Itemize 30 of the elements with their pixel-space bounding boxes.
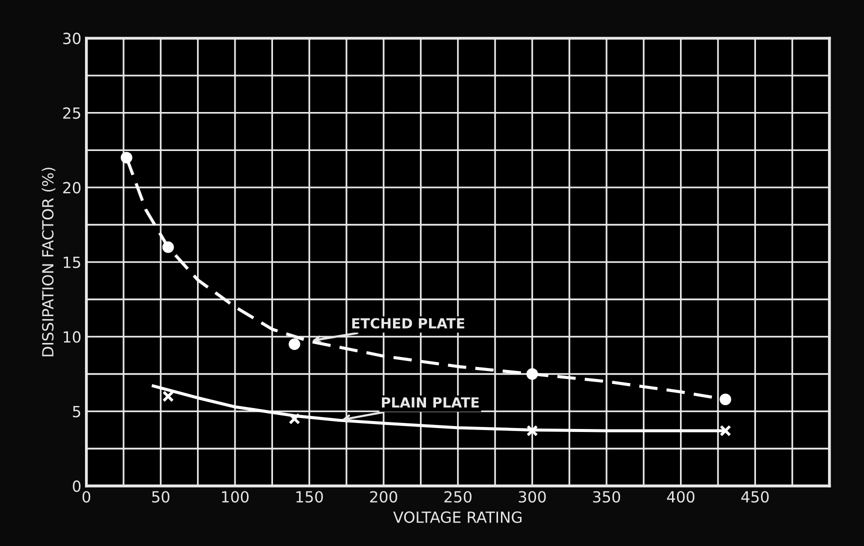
x-tick-label: 100 [222, 491, 249, 503]
point [120, 152, 132, 164]
annotation: PLAIN PLATE [382, 397, 479, 408]
x-tick-label: 300 [518, 491, 546, 503]
y-tick-label: 0 [72, 480, 81, 492]
point [162, 390, 174, 402]
x-axis-title: VOLTAGE RATING [393, 511, 522, 523]
y-tick-label: 15 [64, 256, 80, 268]
x-tick-label: 150 [296, 491, 323, 503]
x-tick-label: 0 [82, 491, 90, 503]
y-axis-title: DISSIPATION FACTOR (%) [42, 168, 56, 356]
x-tick-label: 50 [152, 491, 170, 503]
point [720, 394, 732, 406]
x-tick-label: 200 [370, 491, 398, 503]
y-tick-label: 30 [63, 32, 81, 44]
point [720, 424, 732, 437]
annotation: ETCHED PLATE [352, 318, 464, 329]
point [288, 413, 300, 425]
x-tick-label: 250 [444, 491, 472, 503]
x-tick-label: 400 [667, 491, 694, 503]
y-tick-label: 10 [64, 331, 81, 343]
y-tick-label: 25 [63, 107, 80, 119]
point [162, 241, 174, 253]
point [526, 368, 538, 380]
point [288, 338, 300, 350]
x-tick-label: 450 [741, 491, 769, 503]
point [526, 424, 538, 437]
y-tick-label: 20 [63, 182, 81, 194]
x-tick-label: 350 [593, 491, 620, 503]
y-tick-label: 5 [73, 406, 80, 418]
